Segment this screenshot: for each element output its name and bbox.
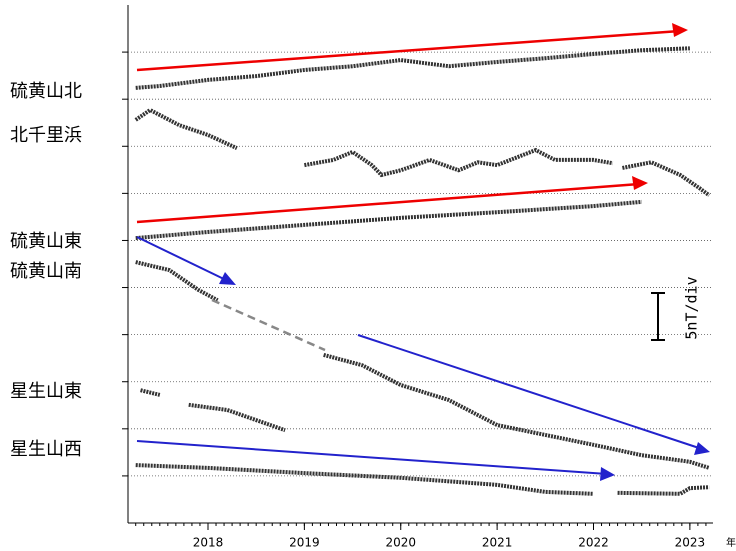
- trend-arrow: [136, 236, 229, 282]
- arrow-head: [632, 176, 648, 190]
- series-line: [135, 260, 219, 303]
- arrow-head: [219, 272, 236, 285]
- trend-arrow: [136, 182, 641, 224]
- arrow-head: [694, 442, 710, 455]
- series-line: [140, 388, 161, 397]
- series-line: [622, 160, 711, 197]
- trend-arrow: [357, 334, 703, 450]
- station-label: 硫黄山東: [10, 231, 82, 252]
- station-label: 星生山東: [10, 381, 82, 402]
- arrow-head: [672, 23, 688, 37]
- x-tick-label: 2019: [289, 536, 320, 550]
- gap-line: [211, 298, 326, 352]
- series-line: [135, 463, 594, 496]
- station-label: 星生山西: [10, 439, 82, 460]
- trend-arrow: [136, 29, 681, 72]
- scale-label: 5nT/div: [683, 276, 701, 339]
- x-tick-label: 2023: [675, 536, 706, 550]
- trend-arrow: [136, 440, 608, 475]
- station-label: 硫黄山南: [10, 261, 82, 282]
- x-unit-label: 年: [726, 536, 736, 549]
- plot: [122, 46, 713, 530]
- x-tick-label: 2018: [193, 536, 224, 550]
- arrow-head: [600, 467, 615, 481]
- x-tick-label: 2020: [385, 536, 416, 550]
- series-line: [135, 46, 690, 90]
- series-line: [323, 352, 710, 470]
- scale-bar: [651, 292, 665, 341]
- series-line: [617, 485, 710, 496]
- station-label: 北千里浜: [10, 125, 82, 146]
- station-label: 硫黄山北: [10, 81, 82, 102]
- series-line: [135, 199, 642, 241]
- x-tick-label: 2021: [482, 536, 513, 550]
- x-tick-label: 2022: [578, 536, 609, 550]
- series-line: [134, 107, 238, 150]
- series-line: [188, 402, 286, 433]
- series-line: [304, 147, 614, 178]
